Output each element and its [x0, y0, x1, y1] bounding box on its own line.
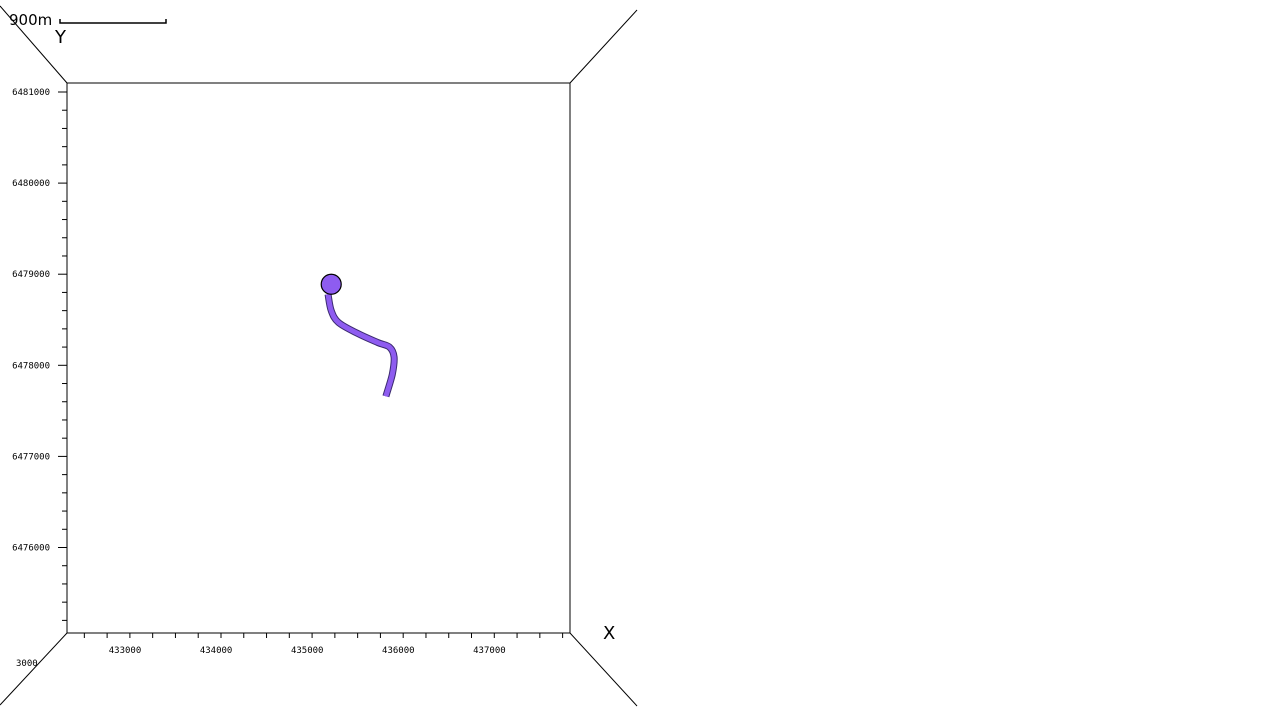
x-axis-labels: 433000 434000 435000 436000 437000 — [109, 646, 506, 656]
x-tick-label: 433000 — [109, 646, 142, 656]
y-tick-label: 6478000 — [12, 361, 50, 371]
x-tick-label: 435000 — [291, 646, 324, 656]
edge-bottom-right — [569, 632, 638, 707]
scale-bar-label: 900m — [9, 11, 52, 29]
x-tick-label: 434000 — [200, 646, 233, 656]
y-axis-ticks — [58, 91, 67, 621]
plan-frame — [66, 82, 571, 634]
z-axis-tick-label: 3000 — [16, 659, 38, 669]
y-tick-label: 6477000 — [12, 452, 50, 462]
well-path[interactable] — [325, 293, 397, 397]
edge-top-left — [0, 5, 68, 84]
y-tick-label: 6481000 — [12, 88, 50, 98]
well-trajectory[interactable] — [320, 273, 398, 398]
x-axis-title: X — [603, 623, 615, 644]
y-axis-title: Y — [54, 27, 67, 48]
edge-top-right — [569, 9, 638, 84]
x-tick-label: 437000 — [473, 646, 506, 656]
y-tick-label: 6480000 — [12, 179, 50, 189]
x-tick-label: 436000 — [382, 646, 415, 656]
x-axis-ticks — [83, 633, 564, 638]
edge-bottom-left — [0, 632, 68, 706]
scale-bar-line — [59, 19, 167, 24]
bounding-box-edges — [0, 5, 638, 707]
y-tick-label: 6479000 — [12, 270, 50, 280]
scale-bar: 900m — [9, 11, 167, 29]
wellhead-marker[interactable] — [320, 273, 342, 295]
y-tick-label: 6476000 — [12, 544, 50, 554]
y-axis-labels: 6481000 6480000 6479000 6478000 6477000 64760… — [12, 88, 50, 554]
